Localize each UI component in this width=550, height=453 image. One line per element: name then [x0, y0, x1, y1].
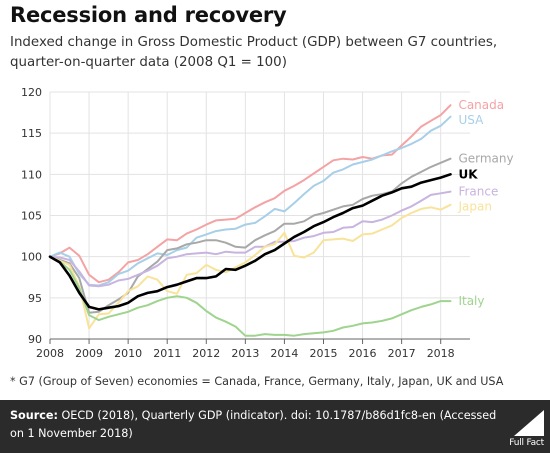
source-text: Source: OECD (2018), Quarterly GDP (indi… — [10, 407, 500, 443]
series-line-usa — [49, 115, 452, 287]
y-tick-label: 90 — [28, 333, 42, 346]
footnote: * G7 (Group of Seven) economies = Canada… — [10, 375, 504, 388]
series-label-france: France — [458, 185, 498, 199]
series-lines — [48, 104, 452, 337]
chart-title: Recession and recovery — [10, 3, 287, 27]
x-tick-label: 2014 — [270, 347, 298, 360]
y-tick-label: 110 — [21, 168, 42, 181]
x-tick-label: 2012 — [192, 347, 220, 360]
y-tick-label: 115 — [21, 127, 42, 140]
x-tick-label: 2018 — [427, 347, 455, 360]
series-label-japan: Japan — [457, 200, 491, 214]
series-line-italy — [49, 255, 452, 337]
x-tick-label: 2015 — [309, 347, 337, 360]
series-line-japan — [49, 203, 452, 330]
x-tick-label: 2011 — [153, 347, 181, 360]
y-tick-label: 120 — [21, 86, 42, 99]
x-tick-label: 2009 — [75, 347, 103, 360]
x-tick-label: 2013 — [231, 347, 259, 360]
logo-text: Full Fact — [509, 438, 544, 448]
full-fact-logo: Full Fact — [492, 408, 544, 448]
y-tick-label: 95 — [28, 292, 42, 305]
logo-triangle-icon — [514, 410, 544, 436]
series-label-italy: Italy — [458, 294, 484, 308]
series-label-canada: Canada — [458, 98, 504, 112]
series-label-germany: Germany — [458, 152, 513, 166]
series-line-germany — [49, 157, 452, 314]
y-tick-label: 105 — [21, 210, 42, 223]
x-tick-label: 2008 — [36, 347, 64, 360]
y-tick-label: 100 — [21, 251, 42, 264]
line-chart: 90 95 100 105 110 115 120 2008 2009 2010 2011 2012 2… — [21, 86, 514, 360]
chart-subtitle: Indexed change in Gross Domestic Product… — [10, 35, 498, 70]
source-bar: Source: OECD (2018), Quarterly GDP (indi… — [0, 400, 550, 453]
series-line-france — [49, 190, 452, 288]
x-tick-label: 2010 — [114, 347, 142, 360]
axes: 90 95 100 105 110 115 120 2008 2009 2010 2011 2012 2… — [21, 86, 470, 360]
source-label: Source: — [10, 409, 58, 422]
x-tick-label: 2017 — [388, 347, 416, 360]
x-tick-label: 2016 — [349, 347, 377, 360]
grid-lines — [49, 91, 470, 340]
series-line-uk — [48, 173, 452, 311]
source-citation: OECD (2018), Quarterly GDP (indicator). … — [10, 409, 497, 440]
series-label-uk: UK — [458, 167, 478, 181]
series-label-usa: USA — [458, 113, 484, 127]
